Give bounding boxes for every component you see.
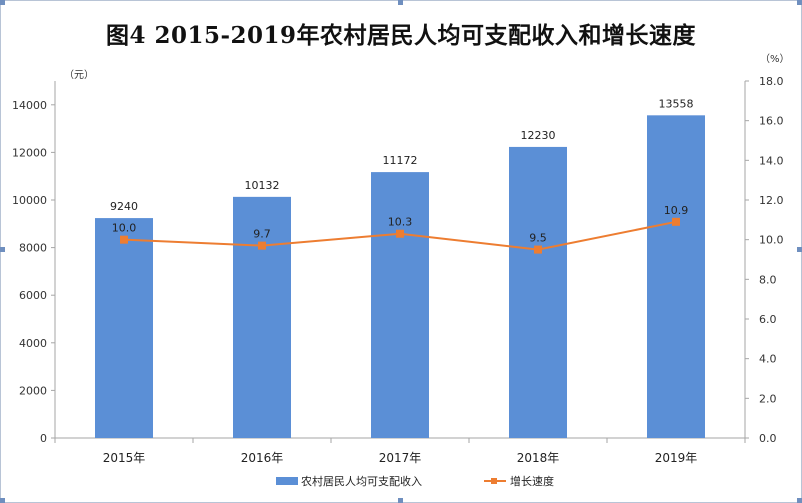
right-tick-label: 6.0 [759, 313, 777, 326]
growth-marker [672, 217, 680, 226]
right-tick-label: 12.0 [759, 194, 784, 207]
growth-value-label: 9.7 [253, 228, 271, 241]
legend-bar-swatch [276, 477, 298, 485]
growth-marker [120, 235, 128, 244]
growth-value-label: 10.0 [112, 222, 137, 235]
right-tick-label: 14.0 [759, 154, 784, 167]
resize-handle-top-center[interactable] [398, 0, 403, 5]
resize-handle-bottom-center[interactable] [398, 498, 403, 503]
growth-marker [534, 245, 542, 254]
right-tick-label: 16.0 [759, 115, 784, 128]
resize-handle-mid-left[interactable] [0, 247, 5, 252]
x-tick-label: 2018年 [517, 451, 560, 465]
bar-value-label: 13558 [659, 97, 694, 110]
legend-line-marker [491, 478, 497, 484]
resize-handle-bottom-left[interactable] [0, 498, 5, 503]
growth-marker [258, 241, 266, 250]
left-tick-label: 2000 [19, 384, 47, 397]
growth-value-label: 9.5 [529, 232, 547, 245]
left-axis-unit: （元） [64, 69, 94, 81]
left-tick-label: 6000 [19, 289, 47, 302]
x-tick-label: 2016年 [241, 451, 284, 465]
left-tick-label: 4000 [19, 337, 47, 350]
right-tick-label: 8.0 [759, 273, 777, 286]
bar-value-label: 9240 [110, 200, 138, 213]
bar-value-label: 11172 [383, 154, 418, 167]
right-tick-label: 10.0 [759, 234, 784, 247]
legend-line-label: 增长速度 [510, 474, 554, 488]
chart-title: 图4 2015-2019年农村居民人均可支配收入和增长速度 [105, 22, 697, 49]
bar [509, 146, 567, 438]
resize-handle-mid-right[interactable] [797, 247, 802, 252]
right-tick-label: 2.0 [759, 392, 777, 405]
bar [233, 196, 291, 438]
growth-value-label: 10.9 [664, 204, 689, 217]
legend-bar-label: 农村居民人均可支配收入 [301, 474, 422, 488]
right-tick-label: 4.0 [759, 353, 777, 366]
bar [95, 218, 153, 438]
right-axis-unit: （%） [760, 53, 790, 65]
x-tick-label: 2017年 [379, 451, 422, 465]
resize-handle-top-left[interactable] [0, 0, 5, 5]
bar [371, 172, 429, 439]
left-tick-label: 14000 [12, 99, 47, 112]
bar-value-label: 10132 [245, 179, 280, 192]
left-tick-label: 10000 [12, 194, 47, 207]
bar [647, 115, 705, 438]
x-tick-label: 2015年 [103, 451, 146, 465]
growth-value-label: 10.3 [388, 216, 413, 229]
x-tick-label: 2019年 [655, 451, 698, 465]
left-tick-label: 12000 [12, 146, 47, 159]
resize-handle-bottom-right[interactable] [797, 498, 802, 503]
growth-marker [396, 229, 404, 238]
resize-handle-top-right[interactable] [797, 0, 802, 5]
right-tick-label: 0.0 [759, 432, 777, 445]
right-tick-label: 18.0 [759, 75, 784, 88]
bar-value-label: 12230 [521, 129, 556, 142]
left-tick-label: 8000 [19, 242, 47, 255]
left-tick-label: 0 [40, 432, 47, 445]
